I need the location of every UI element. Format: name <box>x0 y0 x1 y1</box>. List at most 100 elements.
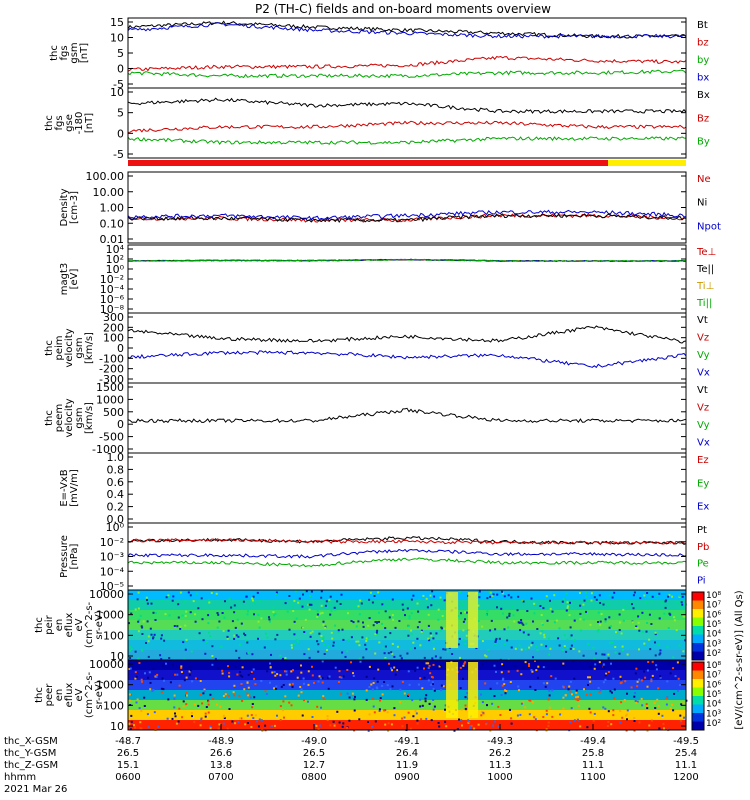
colorbar-tick-label: 10⁸ <box>706 591 721 601</box>
spectro-pixel <box>246 714 249 717</box>
spectro-pixel <box>430 683 433 686</box>
spectro-pixel <box>626 709 629 712</box>
spectro-pixel <box>216 626 219 629</box>
spectro-pixel <box>365 648 368 651</box>
spectro-pixel <box>396 669 399 672</box>
spectro-pixel <box>566 605 569 608</box>
spectro-pixel <box>431 657 434 660</box>
y-tick-label: 10⁻² <box>100 273 124 286</box>
spectro-pixel <box>183 679 186 682</box>
spectro-pixel <box>595 652 598 655</box>
spectro-pixel <box>650 680 653 683</box>
spectro-pixel <box>387 722 390 725</box>
spectro-pixel <box>570 634 573 637</box>
spectro-pixel <box>188 674 191 676</box>
spectro-pixel <box>657 643 660 646</box>
spectro-pixel <box>579 592 581 594</box>
spectro-pixel <box>638 721 641 724</box>
spectro-pixel <box>432 708 435 711</box>
spectro-pixel <box>163 639 166 642</box>
spectro-pixel <box>579 604 582 607</box>
spectro-pixel <box>530 597 533 600</box>
spectro-pixel <box>372 705 375 708</box>
spectro-pixel <box>274 724 276 727</box>
spectro-pixel <box>146 713 149 716</box>
spectro-pixel <box>323 644 326 646</box>
spectro-pixel <box>520 621 523 624</box>
spectro-pixel <box>492 724 495 727</box>
spectro-pixel <box>536 628 539 630</box>
spectro-pixel <box>438 665 441 668</box>
spectro-pixel <box>275 687 278 690</box>
spectro-pixel <box>630 686 633 689</box>
spectro-pixel <box>371 688 374 691</box>
spectro-pixel <box>160 687 163 690</box>
spectro-pixel <box>420 630 423 633</box>
spectro-pixel <box>439 656 442 659</box>
spectro-pixel <box>291 682 294 685</box>
spectro-pixel <box>217 727 220 730</box>
spectro-pixel <box>214 657 217 660</box>
spectro-event <box>468 662 479 718</box>
spectro-pixel <box>237 635 240 638</box>
spectro-pixel <box>147 726 150 729</box>
y-axis-label: en <box>54 689 65 702</box>
legend-item: Bx <box>697 90 710 101</box>
spectro-pixel <box>178 707 181 710</box>
spectro-pixel <box>613 688 616 691</box>
spectro-pixel <box>180 667 183 669</box>
spectro-pixel <box>329 613 332 616</box>
spectro-pixel <box>228 708 231 710</box>
spectro-pixel <box>135 701 138 704</box>
y-tick-label: 10⁻⁶ <box>100 293 125 306</box>
spectro-pixel <box>138 662 141 664</box>
spectro-pixel <box>352 674 355 677</box>
spectro-pixel <box>469 725 471 728</box>
spectro-pixel <box>212 698 215 700</box>
spectro-pixel <box>459 656 461 659</box>
spectro-pixel <box>153 633 156 636</box>
spectro-pixel <box>174 712 176 715</box>
y-axis-label: peer <box>44 683 55 707</box>
spectro-pixel <box>465 611 468 614</box>
spectro-pixel <box>221 612 224 614</box>
status-bar-red <box>128 160 608 166</box>
spectro-pixel <box>348 719 351 722</box>
spectro-pixel <box>322 620 325 623</box>
spectro-pixel <box>432 640 435 643</box>
spectro-pixel <box>633 591 636 594</box>
series-line-vx <box>127 350 687 369</box>
spectro-band <box>128 710 686 721</box>
spectro-pixel <box>220 645 223 648</box>
spectro-pixel <box>338 676 341 679</box>
spectro-pixel <box>198 632 201 635</box>
spectro-pixel <box>542 607 545 610</box>
spectro-pixel <box>528 713 531 716</box>
spectro-pixel <box>386 711 389 714</box>
spectro-pixel <box>622 608 625 611</box>
spectro-band <box>128 680 686 691</box>
spectro-pixel <box>606 603 609 605</box>
spectro-pixel <box>228 597 231 600</box>
spectro-pixel <box>300 664 302 667</box>
y-tick-label: 10 <box>110 86 124 99</box>
spectro-pixel <box>260 680 263 682</box>
spectro-pixel <box>216 612 219 614</box>
spectro-pixel <box>437 608 440 611</box>
y-axis-label: peim <box>54 335 65 360</box>
spectro-pixel <box>134 726 136 729</box>
spectro-pixel <box>371 601 374 604</box>
spectro-pixel <box>166 717 169 720</box>
spectro-pixel <box>462 620 465 623</box>
spectro-pixel <box>500 607 503 610</box>
spectro-pixel <box>564 694 567 697</box>
spectro-pixel <box>194 620 197 623</box>
spectro-pixel <box>407 634 410 637</box>
spectro-pixel <box>425 694 428 697</box>
spectro-pixel <box>244 723 247 726</box>
spectro-pixel <box>425 597 428 600</box>
spectro-pixel <box>459 687 462 690</box>
spectro-pixel <box>569 647 572 650</box>
spectro-pixel <box>371 725 373 728</box>
spectro-pixel <box>486 597 489 600</box>
